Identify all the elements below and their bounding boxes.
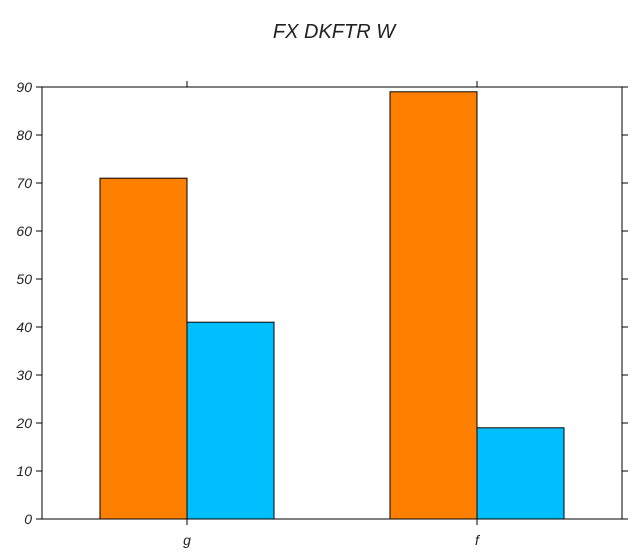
bars-layer bbox=[99, 91, 565, 520]
y-tick-label-60: 60 bbox=[16, 223, 32, 239]
y-tick-label-0: 0 bbox=[24, 511, 32, 527]
y-tick-label-10: 10 bbox=[16, 463, 32, 479]
plot-frame bbox=[41, 86, 623, 520]
y-tick-label-30: 30 bbox=[16, 367, 32, 383]
axes-layer: 0 10 20 30 40 50 60 70 80 90 g f bbox=[15, 79, 628, 548]
chart-title: FX DKFTR W bbox=[273, 21, 397, 43]
x-tick-label-f: f bbox=[475, 532, 481, 548]
y-tick-label-20: 20 bbox=[15, 415, 32, 431]
y-tick-label-90: 90 bbox=[16, 79, 32, 95]
bar-series-1-g bbox=[186, 321, 275, 520]
bar-series-0-g bbox=[99, 177, 188, 520]
y-tick-label-70: 70 bbox=[16, 175, 32, 191]
x-tick-label-g: g bbox=[183, 532, 191, 548]
bar-series-1-f bbox=[476, 427, 565, 520]
y-tick-label-40: 40 bbox=[16, 319, 32, 335]
bar-series-0-f bbox=[389, 91, 478, 520]
y-tick-label-80: 80 bbox=[16, 127, 32, 143]
y-tick-label-50: 50 bbox=[16, 271, 32, 287]
